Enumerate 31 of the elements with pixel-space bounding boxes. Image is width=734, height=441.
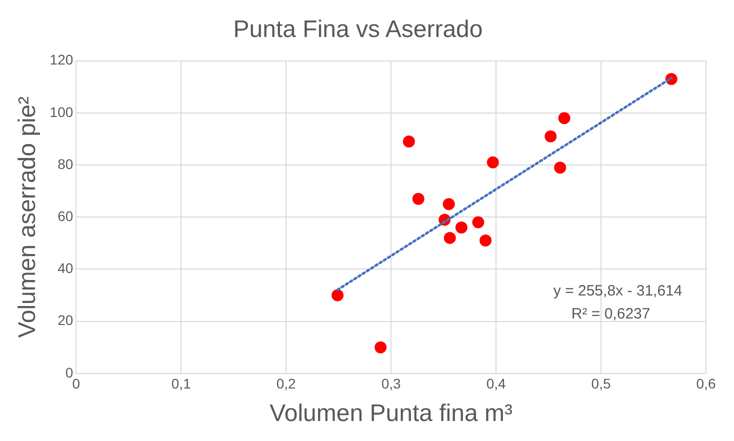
y-tick-label: 100 (50, 104, 74, 120)
x-tick-label: 0,6 (696, 376, 716, 392)
point (486, 156, 499, 168)
point (480, 234, 492, 247)
point (332, 289, 344, 302)
point (455, 222, 468, 234)
chart-title: Punta Fina vs Aserrado (233, 16, 483, 44)
x-tick-label: 0,4 (486, 376, 506, 392)
point (472, 216, 484, 228)
y-axis-title: Volumen aserrado pie² (14, 96, 42, 338)
y-tick-label: 20 (58, 312, 74, 328)
x-axis-title: Volumen Punta fina m³ (270, 400, 512, 428)
annotation: R² = 0,6237 (571, 305, 650, 322)
y-tick-label: 60 (58, 208, 74, 224)
x-tick-label: 0,3 (381, 376, 402, 392)
x-tick-label: 0,1 (171, 376, 192, 392)
y-tick-label: 80 (58, 156, 74, 172)
point (374, 341, 387, 354)
point (444, 232, 456, 244)
point (544, 130, 557, 142)
annotation: y = 255,8x - 31,614 (553, 282, 682, 300)
x-tick-label: 0,2 (276, 376, 296, 392)
x-tick-label: 0,5 (591, 376, 611, 392)
point (554, 162, 566, 174)
point (558, 112, 570, 124)
y-tick-label: 120 (50, 52, 74, 68)
y-tick-label: 0 (65, 364, 74, 380)
point (412, 192, 424, 205)
point (402, 136, 415, 148)
y-tick-label: 40 (58, 260, 74, 276)
point (442, 198, 455, 210)
